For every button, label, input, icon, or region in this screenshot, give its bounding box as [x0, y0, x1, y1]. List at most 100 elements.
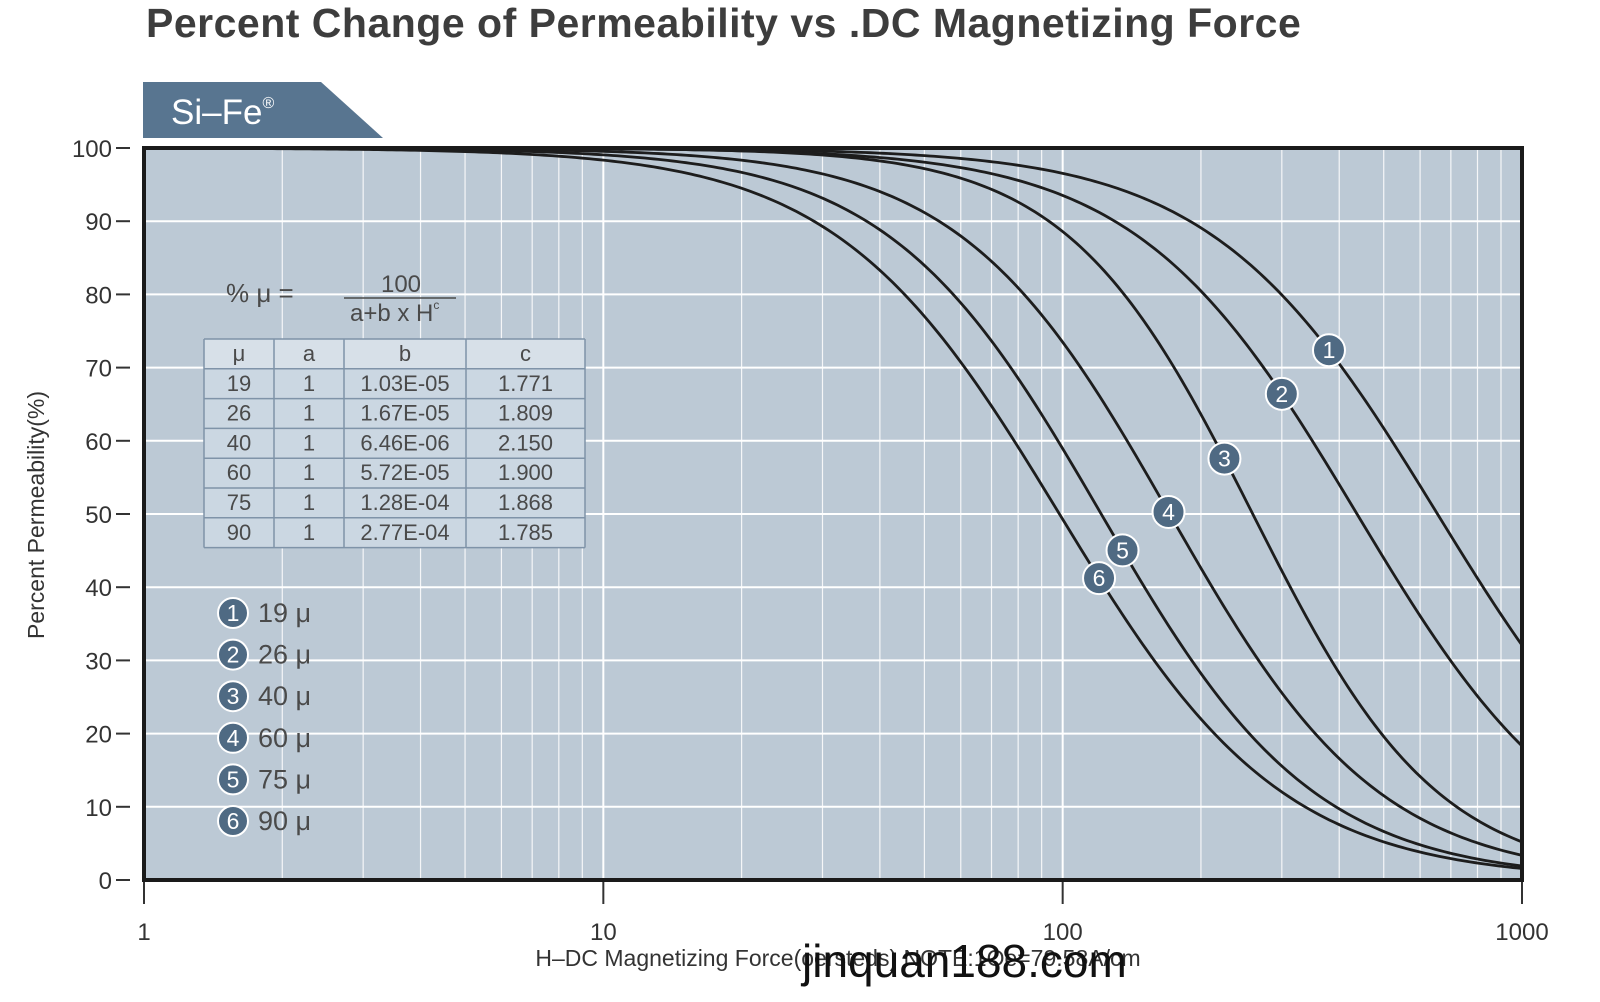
formula-exponent: c: [433, 298, 439, 312]
y-tick-label: 90: [85, 209, 112, 236]
legend-marker-number: 2: [227, 642, 240, 668]
curve-marker-circle: [1264, 376, 1299, 411]
table-cell: 1: [303, 460, 315, 485]
formula-lhs: % μ =: [226, 278, 294, 308]
table-header-cell: c: [520, 341, 531, 366]
y-tick-label: 100: [72, 136, 112, 163]
curve-marker-number: 3: [1218, 446, 1231, 472]
curve-marker-5: 5: [1105, 533, 1140, 568]
curve-marker-number: 6: [1093, 565, 1106, 591]
table-row: 26 1 1.67E-05 1.809: [227, 401, 553, 426]
table-row: 19 1 1.03E-05 1.771: [227, 371, 553, 396]
legend-marker-number: 1: [227, 600, 240, 626]
legend-item: 4 60 μ: [217, 721, 311, 754]
x-tick-label: 100: [1043, 919, 1083, 946]
legend-label: 75 μ: [258, 764, 311, 794]
curve-marker-number: 5: [1116, 537, 1129, 563]
legend-item: 3 40 μ: [217, 680, 311, 713]
legend: 1 19 μ 2 26 μ 3 40 μ 4 60 μ 5 75 μ 6 90 μ: [217, 597, 311, 837]
chart-title: Percent Change of Permeability vs .DC Ma…: [146, 0, 1302, 46]
table-cell: 2.77E-04: [360, 520, 449, 545]
table-cell: 1.868: [498, 490, 553, 515]
table-cell: 1.67E-05: [360, 401, 449, 426]
legend-item: 6 90 μ: [217, 805, 311, 837]
table-cell: 40: [227, 430, 251, 455]
legend-marker: [217, 638, 249, 671]
curve-marker-circle: [1207, 441, 1242, 476]
legend-item: 1 19 μ: [217, 597, 311, 629]
curve-marker-circle: [1151, 494, 1186, 529]
table-cell: 1.809: [498, 401, 553, 426]
legend-item: 2 26 μ: [217, 638, 311, 671]
formula: % μ = 100 a+b x Hc: [226, 271, 456, 327]
table-cell: 1.03E-05: [360, 371, 449, 396]
curve-marker-6: 6: [1082, 561, 1117, 596]
curve-marker-1: 1: [1311, 333, 1346, 368]
table-cell: 2.150: [498, 430, 553, 455]
svg-text:Si–Fe®: Si–Fe®: [171, 93, 274, 132]
table-header-cell: a: [303, 341, 316, 366]
svg-text:a+b x Hc: a+b x Hc: [350, 298, 439, 327]
legend-marker: [217, 597, 249, 629]
legend-label: 19 μ: [258, 598, 311, 628]
curve-marker-circle: [1082, 561, 1117, 596]
table-cell: 26: [227, 401, 251, 426]
badge-text: Si–Fe: [171, 93, 262, 132]
legend-label: 26 μ: [258, 640, 311, 670]
table-cell: 75: [227, 490, 251, 515]
table-cell: 1: [303, 371, 315, 396]
y-tick-label: 10: [85, 795, 112, 822]
curve-marker-circle: [1311, 333, 1346, 368]
x-tick-label: 1: [137, 919, 150, 946]
y-tick-label: 0: [99, 868, 112, 895]
curve-markers: 1 2 3 4 56: [1082, 333, 1346, 596]
x-axis-title: H–DC Magnetizing Force(oersteds) NOTE:1O…: [535, 945, 1140, 971]
badge-shape: [143, 82, 383, 138]
table-cell: 1.28E-04: [360, 490, 449, 515]
y-tick-label: 40: [85, 575, 112, 602]
legend-marker-number: 5: [227, 766, 240, 792]
table-cell: 1: [303, 430, 315, 455]
legend-label: 40 μ: [258, 681, 311, 711]
y-tick-label: 50: [85, 502, 112, 529]
x-tick-label: 1000: [1495, 919, 1548, 946]
table-row: 90 1 2.77E-04 1.785: [227, 520, 553, 545]
table-cell: 1: [303, 520, 315, 545]
table-header-cell: b: [399, 341, 411, 366]
legend-marker: [217, 763, 249, 796]
legend-marker: [217, 805, 249, 837]
table-cell: 1.771: [498, 371, 553, 396]
legend-marker-number: 4: [227, 725, 240, 751]
table-cell: 1.900: [498, 460, 553, 485]
curve-marker-number: 2: [1275, 381, 1288, 407]
table-cell: 5.72E-05: [360, 460, 449, 485]
curve-marker-number: 4: [1162, 499, 1175, 525]
y-tick-label: 30: [85, 648, 112, 675]
y-tick-label: 80: [85, 282, 112, 309]
table-header-bg: [204, 339, 585, 369]
y-tick-label: 20: [85, 722, 112, 749]
table-cell: 1.785: [498, 520, 553, 545]
legend-marker: [217, 721, 249, 754]
plot-frame: [142, 146, 1524, 882]
table-cell: 19: [227, 371, 251, 396]
legend-item: 5 75 μ: [217, 763, 311, 796]
legend-marker-number: 3: [227, 683, 240, 709]
table-cell: 1: [303, 401, 315, 426]
legend-label: 60 μ: [258, 723, 311, 753]
table-header-cell: μ: [233, 341, 246, 366]
legend-label: 90 μ: [258, 806, 311, 836]
curve-marker-2: 2: [1264, 376, 1299, 411]
x-tick-label: 10: [590, 919, 617, 946]
badge-registered-mark: ®: [262, 95, 274, 112]
formula-denominator: a+b x H: [350, 300, 433, 327]
curve-marker-3: 3: [1207, 441, 1242, 476]
y-axis-title: Percent Permeability(%): [23, 391, 49, 639]
y-tick-label: 60: [85, 429, 112, 456]
watermark: jinquan188.com: [800, 935, 1127, 987]
legend-marker-number: 6: [227, 808, 240, 834]
